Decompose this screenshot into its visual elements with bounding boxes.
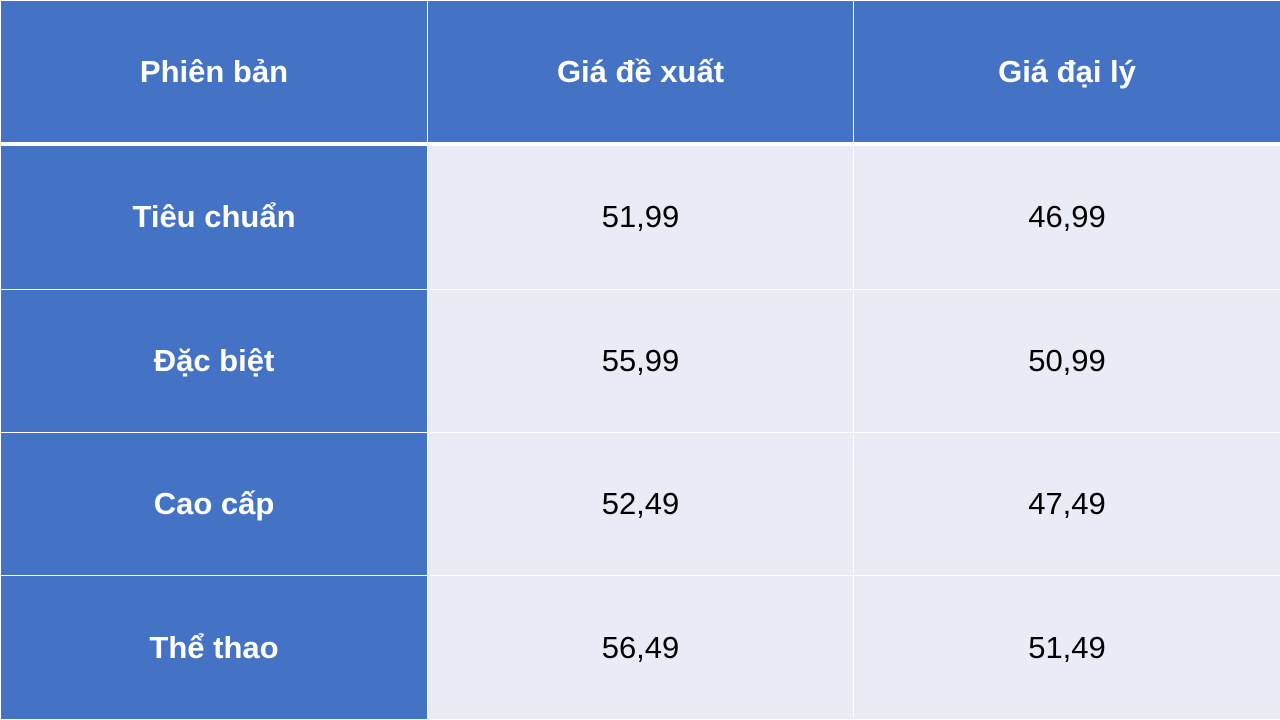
header-dealer-price: Giá đại lý <box>853 0 1280 146</box>
row-label: Tiêu chuẩn <box>0 143 428 290</box>
row-label: Thể thao <box>0 575 428 720</box>
table-row: Đặc biệt 55,99 50,99 <box>0 288 1280 433</box>
suggested-price-cell: 55,99 <box>427 288 854 433</box>
table-row: Tiêu chuẩn 51,99 46,99 <box>0 143 1280 290</box>
dealer-price-cell: 51,49 <box>853 575 1280 720</box>
dealer-price-cell: 50,99 <box>853 288 1280 433</box>
table-row: Cao cấp 52,49 47,49 <box>0 431 1280 577</box>
header-suggested-price: Giá đề xuất <box>427 0 854 146</box>
row-label: Đặc biệt <box>0 288 428 433</box>
suggested-price-cell: 51,99 <box>427 143 854 290</box>
header-version: Phiên bản <box>0 0 428 146</box>
row-label: Cao cấp <box>0 431 428 577</box>
table-row: Thể thao 56,49 51,49 <box>0 575 1280 720</box>
suggested-price-cell: 56,49 <box>427 575 854 720</box>
suggested-price-cell: 52,49 <box>427 431 854 577</box>
header-row: Phiên bản Giá đề xuất Giá đại lý <box>0 0 1280 146</box>
dealer-price-cell: 47,49 <box>853 431 1280 577</box>
dealer-price-cell: 46,99 <box>853 143 1280 290</box>
